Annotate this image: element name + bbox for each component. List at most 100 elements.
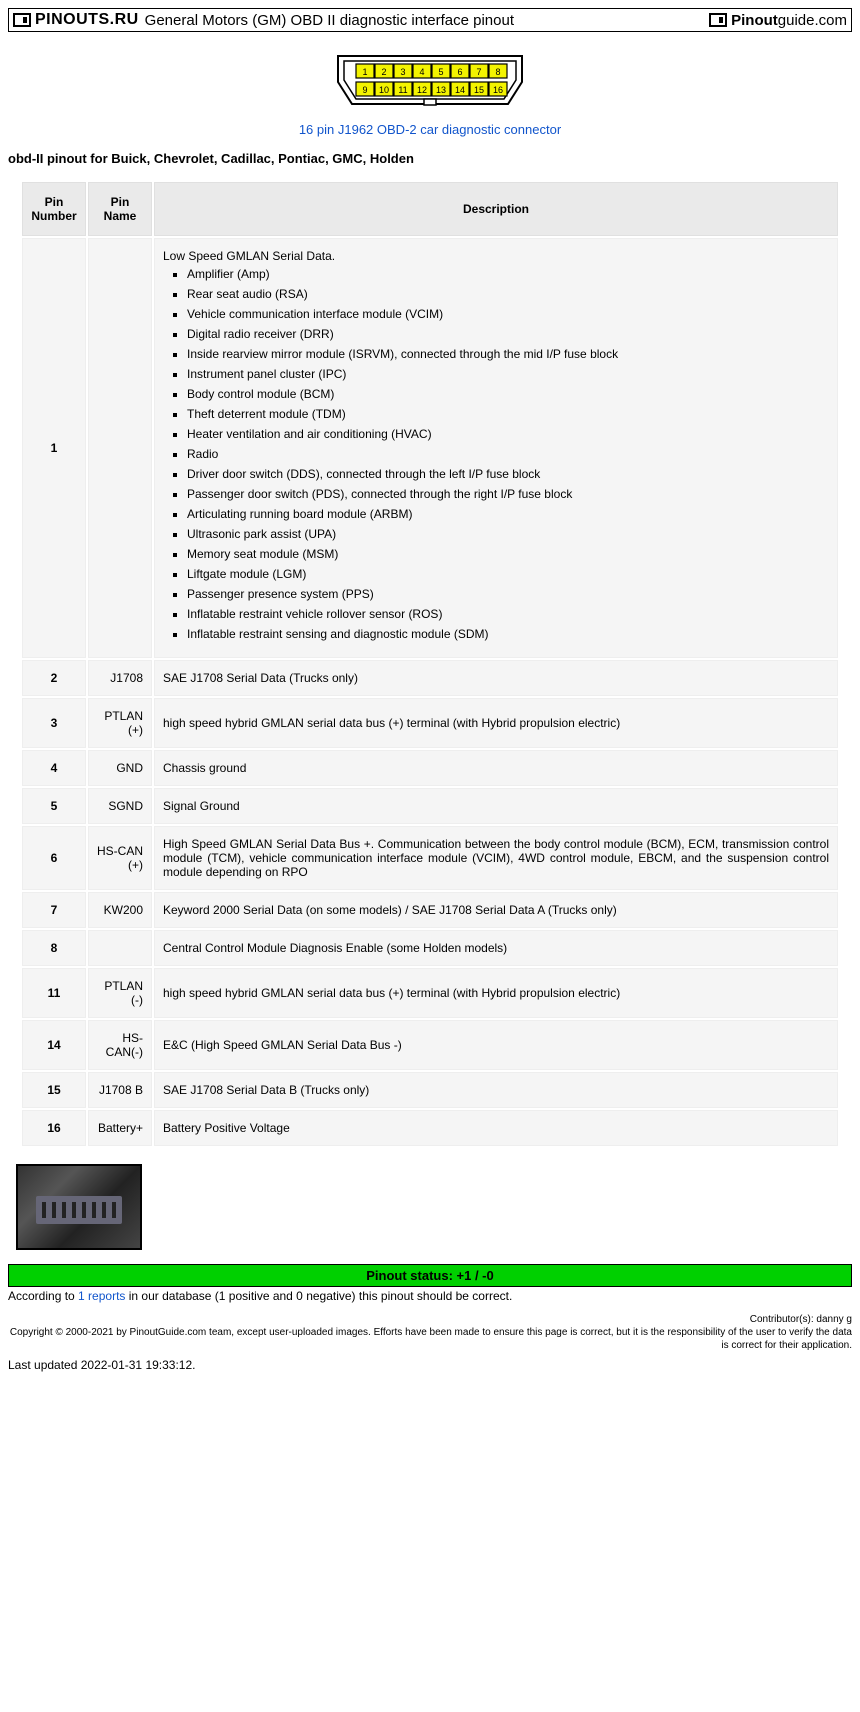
list-item: Digital radio receiver (DRR) xyxy=(187,327,829,341)
svg-text:13: 13 xyxy=(436,85,446,95)
svg-text:4: 4 xyxy=(419,67,424,77)
svg-text:15: 15 xyxy=(474,85,484,95)
table-row: 6HS-CAN (+)High Speed GMLAN Serial Data … xyxy=(22,826,838,890)
cell-pin-number: 5 xyxy=(22,788,86,824)
svg-text:2: 2 xyxy=(381,67,386,77)
cell-pin-name: KW200 xyxy=(88,892,152,928)
cell-description: High Speed GMLAN Serial Data Bus +. Comm… xyxy=(154,826,838,890)
connector-photo xyxy=(16,1164,142,1250)
svg-text:7: 7 xyxy=(476,67,481,77)
svg-text:14: 14 xyxy=(455,85,465,95)
connector-link[interactable]: 16 pin J1962 OBD-2 car diagnostic connec… xyxy=(299,122,561,137)
connector-icon xyxy=(709,13,727,27)
status-text-after: in our database (1 positive and 0 negati… xyxy=(125,1289,512,1303)
cell-pin-name: HS-CAN(-) xyxy=(88,1020,152,1070)
last-updated: Last updated 2022-01-31 19:33:12. xyxy=(8,1358,852,1372)
logo-right[interactable]: Pinoutguide.com xyxy=(709,12,847,29)
list-item: Vehicle communication interface module (… xyxy=(187,307,829,321)
cell-pin-name xyxy=(88,930,152,966)
svg-text:3: 3 xyxy=(400,67,405,77)
page-title: General Motors (GM) OBD II diagnostic in… xyxy=(145,12,703,29)
cell-pin-name: SGND xyxy=(88,788,152,824)
list-item: Driver door switch (DDS), connected thro… xyxy=(187,467,829,481)
connector-diagram: 12345678 910111213141516 xyxy=(8,52,852,112)
table-row: 2J1708SAE J1708 Serial Data (Trucks only… xyxy=(22,660,838,696)
list-item: Memory seat module (MSM) xyxy=(187,547,829,561)
cell-pin-name: HS-CAN (+) xyxy=(88,826,152,890)
table-row: 8Central Control Module Diagnosis Enable… xyxy=(22,930,838,966)
pinout-table: Pin Number Pin Name Description 1Low Spe… xyxy=(20,180,840,1148)
header-bar: PINOUTS.RU General Motors (GM) OBD II di… xyxy=(8,8,852,32)
status-text-before: According to xyxy=(8,1289,78,1303)
col-header-pin-number: Pin Number xyxy=(22,182,86,236)
subtitle: obd-II pinout for Buick, Chevrolet, Cadi… xyxy=(8,151,852,166)
cell-pin-number: 7 xyxy=(22,892,86,928)
cell-description: high speed hybrid GMLAN serial data bus … xyxy=(154,698,838,748)
cell-pin-name: PTLAN (+) xyxy=(88,698,152,748)
connector-svg: 12345678 910111213141516 xyxy=(330,52,530,112)
list-item: Theft deterrent module (TDM) xyxy=(187,407,829,421)
cell-pin-number: 8 xyxy=(22,930,86,966)
table-row: 4GNDChassis ground xyxy=(22,750,838,786)
cell-description: SAE J1708 Serial Data B (Trucks only) xyxy=(154,1072,838,1108)
list-item: Amplifier (Amp) xyxy=(187,267,829,281)
list-item: Inside rearview mirror module (ISRVM), c… xyxy=(187,347,829,361)
cell-pin-name xyxy=(88,238,152,658)
list-item: Heater ventilation and air conditioning … xyxy=(187,427,829,441)
list-item: Inflatable restraint sensing and diagnos… xyxy=(187,627,829,641)
cell-description: E&C (High Speed GMLAN Serial Data Bus -) xyxy=(154,1020,838,1070)
list-item: Inflatable restraint vehicle rollover se… xyxy=(187,607,829,621)
footer: Contributor(s): danny g Copyright © 2000… xyxy=(8,1313,852,1352)
table-header-row: Pin Number Pin Name Description xyxy=(22,182,838,236)
cell-pin-name: PTLAN (-) xyxy=(88,968,152,1018)
cell-pin-name: J1708 B xyxy=(88,1072,152,1108)
table-row: 11PTLAN (-)high speed hybrid GMLAN seria… xyxy=(22,968,838,1018)
logo-left-text: PINOUTS.RU xyxy=(35,11,139,29)
cell-pin-number: 3 xyxy=(22,698,86,748)
table-row: 15J1708 BSAE J1708 Serial Data B (Trucks… xyxy=(22,1072,838,1108)
list-item: Passenger presence system (PPS) xyxy=(187,587,829,601)
list-item: Ultrasonic park assist (UPA) xyxy=(187,527,829,541)
col-header-pin-name: Pin Name xyxy=(88,182,152,236)
list-item: Liftgate module (LGM) xyxy=(187,567,829,581)
table-row: 14HS-CAN(-) E&C (High Speed GMLAN Serial… xyxy=(22,1020,838,1070)
svg-text:16: 16 xyxy=(493,85,503,95)
table-row: 16Battery+Battery Positive Voltage xyxy=(22,1110,838,1146)
logo-left[interactable]: PINOUTS.RU xyxy=(13,11,139,29)
cell-description: Chassis ground xyxy=(154,750,838,786)
table-row: 1Low Speed GMLAN Serial Data.Amplifier (… xyxy=(22,238,838,658)
table-row: 5SGNDSignal Ground xyxy=(22,788,838,824)
copyright: Copyright © 2000-2021 by PinoutGuide.com… xyxy=(8,1326,852,1352)
status-bar: Pinout status: +1 / -0 xyxy=(8,1264,852,1287)
cell-pin-name: GND xyxy=(88,750,152,786)
list-item: Rear seat audio (RSA) xyxy=(187,287,829,301)
cell-pin-name: Battery+ xyxy=(88,1110,152,1146)
cell-description: Low Speed GMLAN Serial Data.Amplifier (A… xyxy=(154,238,838,658)
cell-pin-number: 1 xyxy=(22,238,86,658)
reports-link[interactable]: 1 reports xyxy=(78,1289,125,1303)
svg-text:12: 12 xyxy=(417,85,427,95)
cell-pin-number: 2 xyxy=(22,660,86,696)
connector-link-wrap: 16 pin J1962 OBD-2 car diagnostic connec… xyxy=(8,122,852,137)
cell-description: Keyword 2000 Serial Data (on some models… xyxy=(154,892,838,928)
cell-pin-number: 14 xyxy=(22,1020,86,1070)
svg-text:5: 5 xyxy=(438,67,443,77)
cell-pin-name: J1708 xyxy=(88,660,152,696)
col-header-description: Description xyxy=(154,182,838,236)
svg-text:6: 6 xyxy=(457,67,462,77)
cell-pin-number: 16 xyxy=(22,1110,86,1146)
svg-text:9: 9 xyxy=(362,85,367,95)
cell-pin-number: 11 xyxy=(22,968,86,1018)
cell-description: Signal Ground xyxy=(154,788,838,824)
svg-text:10: 10 xyxy=(379,85,389,95)
list-item: Instrument panel cluster (IPC) xyxy=(187,367,829,381)
connector-icon xyxy=(13,13,31,27)
list-item: Body control module (BCM) xyxy=(187,387,829,401)
svg-text:1: 1 xyxy=(362,67,367,77)
logo-right-text: Pinoutguide.com xyxy=(731,12,847,29)
list-item: Passenger door switch (PDS), connected t… xyxy=(187,487,829,501)
cell-pin-number: 4 xyxy=(22,750,86,786)
cell-description: Battery Positive Voltage xyxy=(154,1110,838,1146)
contributors: Contributor(s): danny g xyxy=(8,1313,852,1326)
cell-description: SAE J1708 Serial Data (Trucks only) xyxy=(154,660,838,696)
